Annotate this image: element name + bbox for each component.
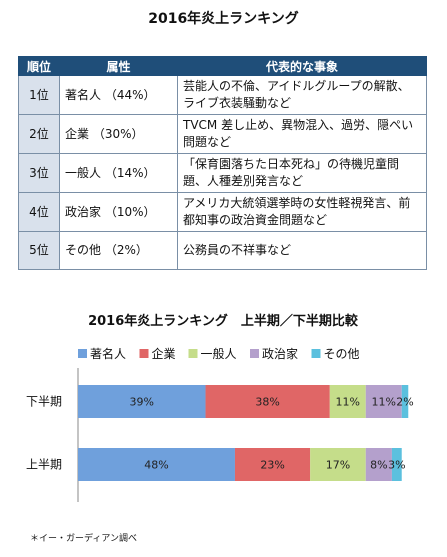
header-rank: 順位 (18, 56, 60, 76)
event-cell: アメリカ大統領選挙時の女性軽視発言、前都知事の政治資金問題など (177, 192, 427, 232)
data-label: 38% (255, 396, 279, 409)
bar-segment (365, 448, 392, 481)
header-event: 代表的な事象 (177, 56, 427, 76)
data-label: 3% (388, 459, 405, 472)
ranking-table: 順位 属性 代表的な事象 1位 著名人 （44%） 芸能人の不倫、アイドルグルー… (18, 56, 427, 270)
table-header-row: 順位 属性 代表的な事象 (18, 56, 427, 76)
rank-cell: 4位 (18, 192, 60, 232)
table-row: 4位 政治家 （10%） アメリカ大統領選挙時の女性軽視発言、前都知事の政治資金… (18, 192, 427, 232)
category-label: 下半期 (26, 395, 62, 409)
event-cell: TVCM 差し止め、異物混入、過労、隠ぺい問題など (177, 114, 427, 154)
event-cell: 芸能人の不倫、アイドルグループの解散、ライブ衣装騒動など (177, 75, 427, 115)
table-row: 3位 一般人 （14%） 「保育園落ちた日本死ね」の待機児童問題、人種差別発言な… (18, 153, 427, 193)
data-label: 11% (372, 396, 396, 409)
table-row: 2位 企業 （30%） TVCM 差し止め、異物混入、過労、隠ぺい問題など (18, 114, 427, 154)
rank-cell: 5位 (18, 231, 60, 270)
data-label: 2% (396, 396, 413, 409)
legend-label: その他 (324, 347, 360, 361)
event-cell: 公務員の不祥事など (177, 231, 427, 270)
bar-segment (205, 385, 330, 418)
legend-label: 企業 (152, 346, 176, 361)
footnote: ＊イー・ガーディアン調べ (30, 534, 138, 544)
attribute-cell: 一般人 （14%） (59, 153, 178, 193)
attribute-cell: 企業 （30%） (59, 114, 178, 154)
attribute-cell: その他 （2%） (59, 231, 178, 270)
table-row: 5位 その他 （2%） 公務員の不祥事など (18, 231, 427, 270)
rank-cell: 2位 (18, 114, 60, 154)
bar-segment (78, 385, 206, 418)
legend-label: 一般人 (201, 346, 237, 361)
bar-segment (234, 448, 311, 481)
legend-swatch (139, 349, 149, 358)
attribute-cell: 著名人 （44%） (59, 75, 178, 115)
chart-title: 2016年炎上ランキング 上半期／下半期比較 (88, 313, 359, 329)
legend-swatch (250, 349, 259, 358)
event-cell: 「保育園落ちた日本死ね」の待機児童問題、人種差別発言など (177, 153, 427, 193)
data-label: 8% (370, 459, 387, 472)
data-label: 48% (144, 459, 168, 472)
legend-swatch (188, 349, 198, 358)
legend-label: 著名人 (90, 346, 126, 361)
attribute-cell: 政治家 （10%） (59, 192, 178, 232)
table-title: 2016年炎上ランキング (148, 11, 299, 27)
data-label: 39% (130, 396, 154, 409)
data-label: 11% (336, 396, 360, 409)
category-label: 上半期 (26, 458, 62, 472)
bar-segment (329, 385, 366, 418)
legend-swatch (78, 349, 87, 358)
table-row: 1位 著名人 （44%） 芸能人の不倫、アイドルグループの解散、ライブ衣装騒動な… (18, 75, 427, 115)
legend-swatch (311, 349, 321, 358)
bar-segment (365, 385, 402, 418)
bar-segment (78, 448, 235, 481)
legend-label: 政治家 (262, 346, 298, 361)
rank-cell: 1位 (18, 75, 60, 115)
data-label: 23% (260, 459, 284, 472)
bar-segment (391, 448, 402, 481)
header-attribute: 属性 (59, 56, 178, 76)
data-label: 17% (326, 459, 350, 472)
rank-cell: 3位 (18, 153, 60, 193)
bar-segment (310, 448, 366, 481)
bar-segment (401, 385, 409, 418)
